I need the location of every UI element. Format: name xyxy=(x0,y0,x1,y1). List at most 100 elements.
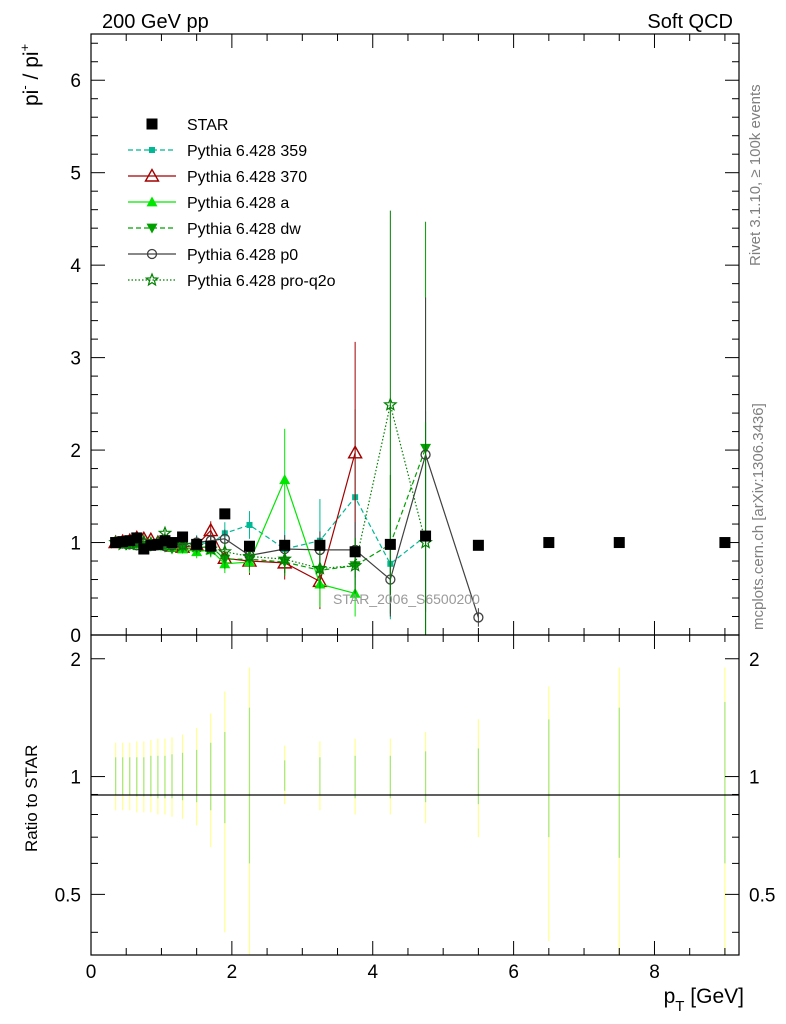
mcplots-label: mcplots.cern.ch [arXiv:1306.3436] xyxy=(750,403,767,630)
data-point xyxy=(191,538,203,550)
y-title-mid: / pi xyxy=(20,51,43,85)
legend-label: Pythia 6.428 a xyxy=(187,195,289,212)
y-tick-label: 1 xyxy=(70,534,81,555)
data-point xyxy=(472,539,484,551)
legend-label: Pythia 6.428 pro-q2o xyxy=(187,273,336,290)
ratio-y-tick-label-right: 2 xyxy=(749,650,760,671)
ratio-band-green xyxy=(196,749,198,803)
header-right: Soft QCD xyxy=(647,11,733,33)
data-point xyxy=(543,537,555,549)
data-point xyxy=(146,223,158,234)
data-point xyxy=(277,551,292,566)
ratio-panel: 0 2 4 6 8 0.5 0.5 1 1 2 2 xyxy=(55,634,775,983)
ratio-frame xyxy=(90,634,740,956)
ratio-band-green xyxy=(122,757,124,795)
ratio-band-green xyxy=(136,757,138,797)
data-point xyxy=(384,538,396,550)
data-point xyxy=(613,537,625,549)
data-point xyxy=(217,544,233,558)
series-star xyxy=(110,508,731,558)
ratio-band-green xyxy=(181,752,184,801)
ratio-band-green xyxy=(115,757,117,795)
legend-entry: STAR xyxy=(146,117,228,134)
data-point xyxy=(242,548,257,563)
data-point xyxy=(117,536,129,548)
main-y-axis-title: pi- / pi+ xyxy=(17,44,43,106)
ratio-band-green xyxy=(248,707,251,864)
series-line xyxy=(115,404,427,570)
data-point xyxy=(138,543,150,555)
ratio-band-green xyxy=(724,702,726,864)
data-point xyxy=(205,540,217,552)
x-tick-label: 2 xyxy=(227,962,238,983)
x-title-unit: [GeV] xyxy=(684,985,744,1008)
data-point xyxy=(159,535,171,547)
data-point xyxy=(219,508,231,520)
ratio-band-green xyxy=(164,755,166,799)
legend-label: Pythia 6.428 359 xyxy=(187,143,307,160)
data-point xyxy=(145,539,157,551)
data-point xyxy=(177,531,189,543)
ratio-band-green xyxy=(284,760,286,791)
data-point xyxy=(110,537,122,549)
legend-entry: Pythia 6.428 370 xyxy=(128,168,307,186)
data-point xyxy=(243,540,255,552)
legend-entry: Pythia 6.428 dw xyxy=(128,221,301,238)
x-tick-label: 4 xyxy=(367,962,378,983)
ratio-band-green xyxy=(319,757,321,795)
analysis-watermark: STAR_2006_S6500200 xyxy=(333,591,480,607)
series-line xyxy=(115,496,426,565)
ratio-band-green xyxy=(224,731,226,824)
data-point xyxy=(146,196,158,207)
data-point xyxy=(146,118,158,130)
ratio-y-tick-label: 2 xyxy=(70,650,81,671)
data-point xyxy=(149,147,155,153)
data-point xyxy=(314,539,326,551)
main-panel: 0 1 2 3 4 5 6 STAR_2006_S6500200 xyxy=(70,33,740,647)
ratio-y-tick-label: 0.5 xyxy=(55,885,81,906)
data-point xyxy=(473,612,484,623)
legend-entry: Pythia 6.428 p0 xyxy=(128,247,298,264)
legend-entry: Pythia 6.428 a xyxy=(128,195,289,212)
data-point xyxy=(144,168,160,182)
y-tick-label: 5 xyxy=(70,164,81,185)
y-tick-label: 0 xyxy=(70,626,81,647)
ratio-band-green xyxy=(618,707,620,858)
ratio-band-green xyxy=(389,755,391,799)
series-line xyxy=(115,452,479,618)
legend-label: STAR xyxy=(187,117,228,134)
y-title-sup-plus: + xyxy=(17,44,32,52)
x-tick-label: 8 xyxy=(649,962,660,983)
ratio-band-green xyxy=(548,719,550,838)
ratio-y-tick-label-right: 1 xyxy=(749,768,760,789)
data-point xyxy=(131,532,143,544)
y-tick-label: 4 xyxy=(70,256,81,277)
data-point xyxy=(383,397,398,411)
data-point xyxy=(719,537,731,549)
data-point xyxy=(349,546,361,558)
ratio-band-green xyxy=(354,755,356,799)
ratio-band-green xyxy=(157,755,159,799)
series-pythia-6-428-370 xyxy=(107,341,363,610)
data-point xyxy=(146,248,158,260)
y-tick-label: 6 xyxy=(70,71,81,92)
ratio-band-green xyxy=(210,742,212,811)
series-pythia-6-428-a xyxy=(110,428,361,617)
x-tick-label: 6 xyxy=(508,962,519,983)
data-point xyxy=(312,560,328,575)
data-point xyxy=(144,272,160,287)
rivet-version-label: Rivet 3.1.10, ≥ 100k events xyxy=(747,84,764,266)
x-tick-label: 0 xyxy=(86,962,97,983)
header-left: 200 GeV pp xyxy=(102,11,209,33)
ratio-y-axis-title: Ratio to STAR xyxy=(22,745,41,852)
data-point xyxy=(420,530,432,542)
x-title-sub: T xyxy=(675,998,684,1015)
y-title-sup-minus: - xyxy=(17,85,32,89)
data-point xyxy=(166,537,178,549)
ratio-y-tick-label: 1 xyxy=(70,768,81,789)
data-point xyxy=(152,538,164,550)
data-point xyxy=(124,535,136,547)
data-point xyxy=(279,474,291,485)
data-point xyxy=(347,558,363,572)
